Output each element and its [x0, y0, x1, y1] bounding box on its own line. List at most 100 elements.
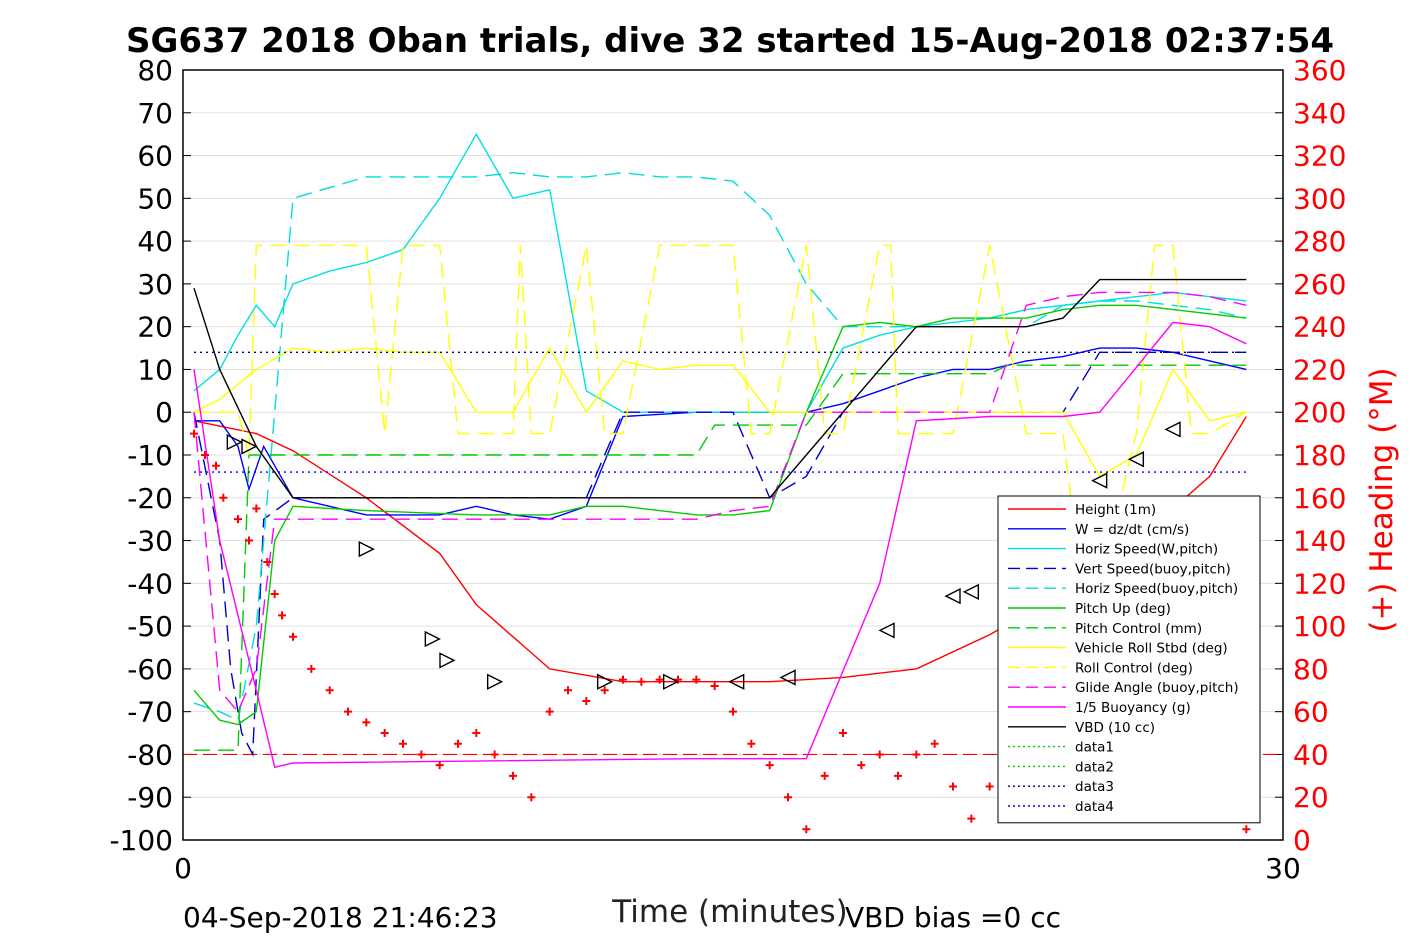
- heading-point: [201, 451, 209, 459]
- legend-label: Vert Speed(buoy,pitch): [1075, 561, 1231, 577]
- y2-tick-label: 140: [1293, 525, 1346, 558]
- y2-tick-label: 120: [1293, 567, 1346, 600]
- heading-point: [710, 682, 719, 690]
- y2-tick-label: 320: [1293, 140, 1346, 173]
- y-tick-label: 60: [137, 140, 173, 173]
- heading-point: [949, 782, 957, 791]
- heading-point: [967, 814, 976, 823]
- legend-label: Glide Angle (buoy,pitch): [1075, 680, 1239, 696]
- heading-point: [219, 493, 228, 502]
- y-tick-label: 10: [137, 353, 173, 386]
- heading-point: [278, 611, 286, 620]
- heading-point: [380, 729, 389, 738]
- chart-title: SG637 2018 Oban trials, dive 32 started …: [126, 21, 1334, 61]
- y-tick-label: -10: [127, 439, 173, 472]
- y2-tick-label: 180: [1293, 439, 1346, 472]
- legend-label: data1: [1075, 740, 1114, 756]
- y2-tick-label: 240: [1293, 311, 1346, 344]
- heading-point: [857, 761, 866, 770]
- heading-points: [190, 429, 1251, 834]
- heading-point: [362, 718, 371, 727]
- legend-label: 1/5 Buoyancy (g): [1075, 700, 1191, 716]
- legend-label: data4: [1075, 799, 1114, 815]
- height-marker: [779, 669, 796, 686]
- heading-point: [564, 686, 572, 695]
- y2-tick-label: 260: [1293, 268, 1346, 301]
- height-marker: [486, 673, 504, 690]
- height-marker: [241, 438, 258, 455]
- height-marker: [878, 622, 895, 639]
- heading-point: [802, 825, 811, 834]
- series-line-11: [193, 278, 1247, 499]
- heading-point: [765, 761, 774, 770]
- y2-tick-label: 160: [1293, 482, 1346, 515]
- heading-point: [263, 557, 272, 566]
- legend-label: Height (1m): [1075, 502, 1156, 518]
- y-tick-label: 40: [137, 225, 173, 258]
- y-tick-label: 20: [137, 311, 173, 344]
- height-marker: [596, 673, 614, 690]
- series-line-5: [193, 304, 1247, 726]
- legend-label: data2: [1075, 759, 1114, 775]
- legend-label: Roll Control (deg): [1075, 660, 1193, 676]
- heading-point: [252, 504, 261, 513]
- legend-label: Horiz Speed(buoy,pitch): [1075, 581, 1238, 597]
- height-marker: [358, 540, 375, 558]
- series-line-3: [193, 351, 1247, 758]
- legend-label: Horiz Speed(W,pitch): [1075, 542, 1218, 558]
- y-tick-label: -30: [127, 525, 173, 558]
- heading-point: [212, 461, 220, 470]
- y-tick-label: -70: [127, 696, 173, 729]
- heading-point: [637, 677, 646, 686]
- height-marker: [424, 630, 441, 648]
- legend-label: data3: [1075, 779, 1114, 795]
- footer-vbd-bias: VBD bias =0 cc: [845, 901, 1061, 934]
- height-marker: [1091, 472, 1108, 489]
- x-axis-label: Time (minutes): [611, 894, 847, 930]
- height-marker: [962, 583, 980, 601]
- heading-point: [509, 771, 517, 780]
- heading-point: [600, 686, 609, 695]
- y-tick-label: -40: [127, 567, 173, 600]
- heading-point: [472, 729, 481, 738]
- y-tick-label: -80: [127, 738, 173, 771]
- y-tick-label: 30: [137, 268, 173, 301]
- heading-point: [985, 782, 994, 791]
- heading-point: [270, 590, 279, 599]
- heading-point: [344, 707, 352, 716]
- height-marker: [1127, 451, 1145, 468]
- height-marker: [728, 673, 745, 690]
- y-tick-label: 0: [155, 396, 173, 429]
- heading-point: [784, 793, 792, 802]
- heading-point: [692, 675, 701, 684]
- y2-tick-label: 0: [1293, 824, 1311, 857]
- legend-label: Vehicle Roll Stbd (deg): [1075, 641, 1228, 657]
- heading-point: [234, 515, 242, 524]
- heading-point: [245, 536, 253, 545]
- heading-point: [619, 675, 627, 684]
- height-marker: [662, 673, 680, 690]
- heading-point: [527, 793, 536, 802]
- heading-point: [894, 771, 902, 780]
- heading-point: [190, 429, 198, 438]
- y-tick-label: -60: [127, 653, 173, 686]
- y2-tick-label: 20: [1293, 781, 1329, 814]
- height-marker: [439, 652, 456, 669]
- y2-tick-label: 200: [1293, 396, 1346, 429]
- legend-label: VBD (10 cc): [1075, 720, 1155, 736]
- y2-tick-label: 360: [1293, 54, 1346, 87]
- y-tick-label: 50: [137, 182, 173, 215]
- y2-tick-label: 220: [1293, 353, 1346, 386]
- heading-point: [289, 632, 297, 641]
- series-line-6: [194, 364, 1247, 751]
- heading-point: [582, 696, 591, 705]
- y-tick-label: -90: [127, 781, 173, 814]
- legend-label: Pitch Control (mm): [1075, 621, 1202, 637]
- heading-point: [454, 739, 462, 748]
- x-tick-label: 0: [174, 852, 192, 885]
- y2-tick-label: 60: [1293, 696, 1329, 729]
- heading-point: [307, 664, 316, 673]
- heading-point: [930, 739, 939, 748]
- heading-point: [875, 750, 884, 759]
